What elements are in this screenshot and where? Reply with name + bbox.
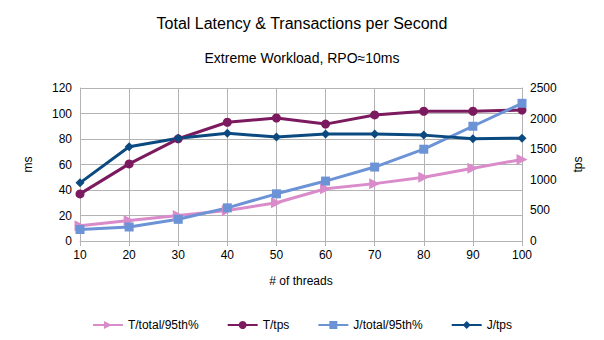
svg-text:60: 60: [319, 248, 333, 262]
svg-text:1500: 1500: [530, 142, 557, 156]
svg-text:Total Latency & Transactions p: Total Latency & Transactions per Second: [157, 15, 448, 32]
svg-text:1000: 1000: [530, 173, 557, 187]
svg-text:T/total/95th%: T/total/95th%: [128, 318, 199, 332]
svg-text:20: 20: [122, 248, 136, 262]
svg-text:T/tps: T/tps: [263, 318, 290, 332]
svg-text:0: 0: [530, 234, 537, 248]
svg-text:30: 30: [172, 248, 186, 262]
svg-text:Extreme Workload, RPO≈10ms: Extreme Workload, RPO≈10ms: [205, 50, 400, 66]
svg-text:20: 20: [59, 209, 73, 223]
svg-text:ms: ms: [21, 157, 35, 173]
svg-text:50: 50: [270, 248, 284, 262]
svg-text:80: 80: [417, 248, 431, 262]
svg-text:2500: 2500: [530, 81, 557, 95]
svg-text:0: 0: [65, 234, 72, 248]
svg-text:10: 10: [73, 248, 87, 262]
svg-text:J/total/95th%: J/total/95th%: [353, 318, 423, 332]
svg-text:# of threads: # of threads: [269, 274, 332, 288]
svg-text:40: 40: [59, 183, 73, 197]
svg-text:90: 90: [466, 248, 480, 262]
svg-text:70: 70: [368, 248, 382, 262]
svg-text:2000: 2000: [530, 112, 557, 126]
svg-text:100: 100: [512, 248, 532, 262]
svg-text:100: 100: [52, 107, 72, 121]
svg-text:60: 60: [59, 158, 73, 172]
svg-text:500: 500: [530, 203, 550, 217]
svg-text:80: 80: [59, 132, 73, 146]
svg-text:J/tps: J/tps: [487, 318, 512, 332]
svg-text:tps: tps: [571, 156, 585, 172]
svg-text:120: 120: [52, 81, 72, 95]
svg-text:40: 40: [221, 248, 235, 262]
